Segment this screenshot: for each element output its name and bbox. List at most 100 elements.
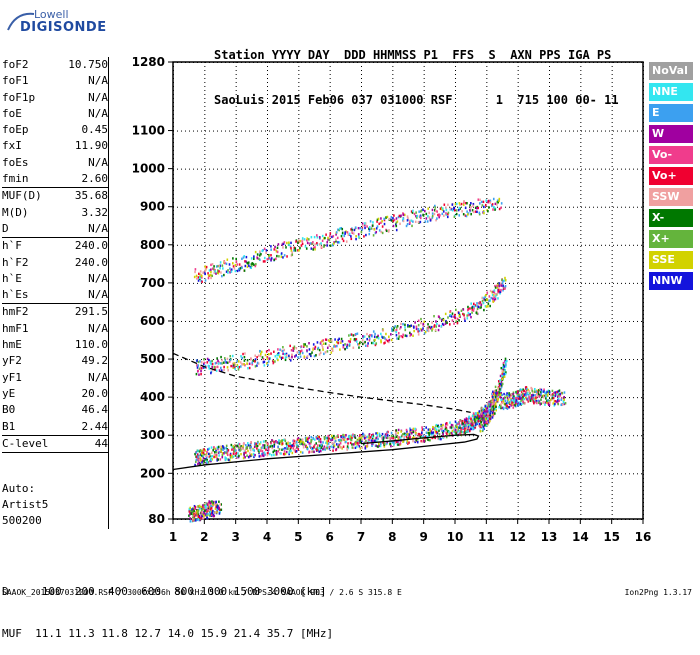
grid-dot bbox=[612, 486, 613, 487]
grid-dot bbox=[549, 270, 550, 271]
grid-dot bbox=[580, 450, 581, 451]
grid-dot bbox=[612, 202, 613, 203]
grid-dot bbox=[549, 142, 550, 143]
grid-dot bbox=[455, 246, 456, 247]
grid-dot bbox=[409, 473, 410, 474]
grid-dot bbox=[421, 245, 422, 246]
grid-dot bbox=[361, 394, 362, 395]
grid-dot bbox=[267, 178, 268, 179]
grid-dot bbox=[221, 245, 222, 246]
grid-dot bbox=[267, 354, 268, 355]
grid-dot bbox=[353, 321, 354, 322]
grid-dot bbox=[612, 282, 613, 283]
grid-dot bbox=[173, 278, 174, 279]
grid-dot bbox=[569, 245, 570, 246]
grid-dot bbox=[267, 470, 268, 471]
grid-dot bbox=[173, 114, 174, 115]
echo-point bbox=[326, 437, 328, 439]
grid-dot bbox=[609, 359, 610, 360]
grid-dot bbox=[389, 245, 390, 246]
grid-dot bbox=[392, 266, 393, 267]
grid-dot bbox=[204, 426, 205, 427]
grid-dot bbox=[643, 282, 644, 283]
grid-dot bbox=[509, 321, 510, 322]
echo-point bbox=[427, 438, 429, 440]
grid-dot bbox=[424, 482, 425, 483]
echo-point bbox=[256, 365, 258, 367]
grid-dot bbox=[298, 430, 299, 431]
grid-dot bbox=[173, 207, 174, 208]
grid-dot bbox=[204, 422, 205, 423]
grid-dot bbox=[597, 131, 598, 132]
grid-dot bbox=[298, 314, 299, 315]
grid-dot bbox=[392, 282, 393, 283]
grid-dot bbox=[267, 206, 268, 207]
grid-dot bbox=[205, 169, 206, 170]
grid-dot bbox=[257, 473, 258, 474]
grid-dot bbox=[381, 283, 382, 284]
grid-dot bbox=[489, 473, 490, 474]
grid-dot bbox=[361, 131, 362, 132]
grid-dot bbox=[285, 207, 286, 208]
grid-dot bbox=[173, 198, 174, 199]
echo-point bbox=[505, 373, 507, 375]
grid-dot bbox=[297, 131, 298, 132]
grid-dot bbox=[549, 158, 550, 159]
grid-dot bbox=[485, 397, 486, 398]
grid-dot bbox=[580, 154, 581, 155]
grid-dot bbox=[365, 359, 366, 360]
grid-dot bbox=[301, 359, 302, 360]
grid-dot bbox=[580, 126, 581, 127]
y-tick-label: 200 bbox=[140, 466, 165, 480]
grid-dot bbox=[185, 321, 186, 322]
grid-dot bbox=[505, 131, 506, 132]
grid-dot bbox=[289, 519, 290, 520]
grid-dot bbox=[330, 178, 331, 179]
echo-point bbox=[257, 442, 259, 444]
grid-dot bbox=[580, 270, 581, 271]
grid-dot bbox=[609, 169, 610, 170]
grid-dot bbox=[357, 519, 358, 520]
grid-dot bbox=[424, 346, 425, 347]
grid-dot bbox=[298, 230, 299, 231]
echo-point bbox=[273, 351, 275, 353]
echo-point bbox=[211, 455, 213, 457]
grid-dot bbox=[612, 402, 613, 403]
grid-dot bbox=[553, 131, 554, 132]
grid-dot bbox=[298, 346, 299, 347]
grid-dot bbox=[537, 435, 538, 436]
grid-dot bbox=[424, 514, 425, 515]
echo-point bbox=[396, 436, 398, 438]
echo-point bbox=[335, 440, 337, 442]
grid-dot bbox=[580, 378, 581, 379]
echo-point bbox=[198, 361, 200, 363]
echo-point bbox=[220, 450, 222, 452]
echo-point bbox=[493, 402, 495, 404]
echo-point bbox=[217, 458, 219, 460]
grid-dot bbox=[486, 514, 487, 515]
grid-dot bbox=[204, 142, 205, 143]
grid-dot bbox=[481, 435, 482, 436]
grid-dot bbox=[549, 510, 550, 511]
grid-dot bbox=[597, 435, 598, 436]
echo-point bbox=[296, 441, 298, 443]
grid-dot bbox=[605, 473, 606, 474]
grid-dot bbox=[392, 482, 393, 483]
echo-point bbox=[237, 445, 239, 447]
grid-dot bbox=[437, 473, 438, 474]
grid-dot bbox=[236, 162, 237, 163]
echo-point bbox=[320, 450, 322, 452]
grid-dot bbox=[381, 473, 382, 474]
grid-dot bbox=[285, 283, 286, 284]
grid-dot bbox=[236, 194, 237, 195]
grid-dot bbox=[267, 278, 268, 279]
grid-dot bbox=[493, 169, 494, 170]
grid-dot bbox=[392, 382, 393, 383]
grid-dot bbox=[597, 359, 598, 360]
grid-dot bbox=[441, 131, 442, 132]
grid-dot bbox=[204, 146, 205, 147]
echo-point bbox=[268, 448, 270, 450]
grid-dot bbox=[267, 418, 268, 419]
grid-dot bbox=[561, 245, 562, 246]
grid-dot bbox=[330, 230, 331, 231]
